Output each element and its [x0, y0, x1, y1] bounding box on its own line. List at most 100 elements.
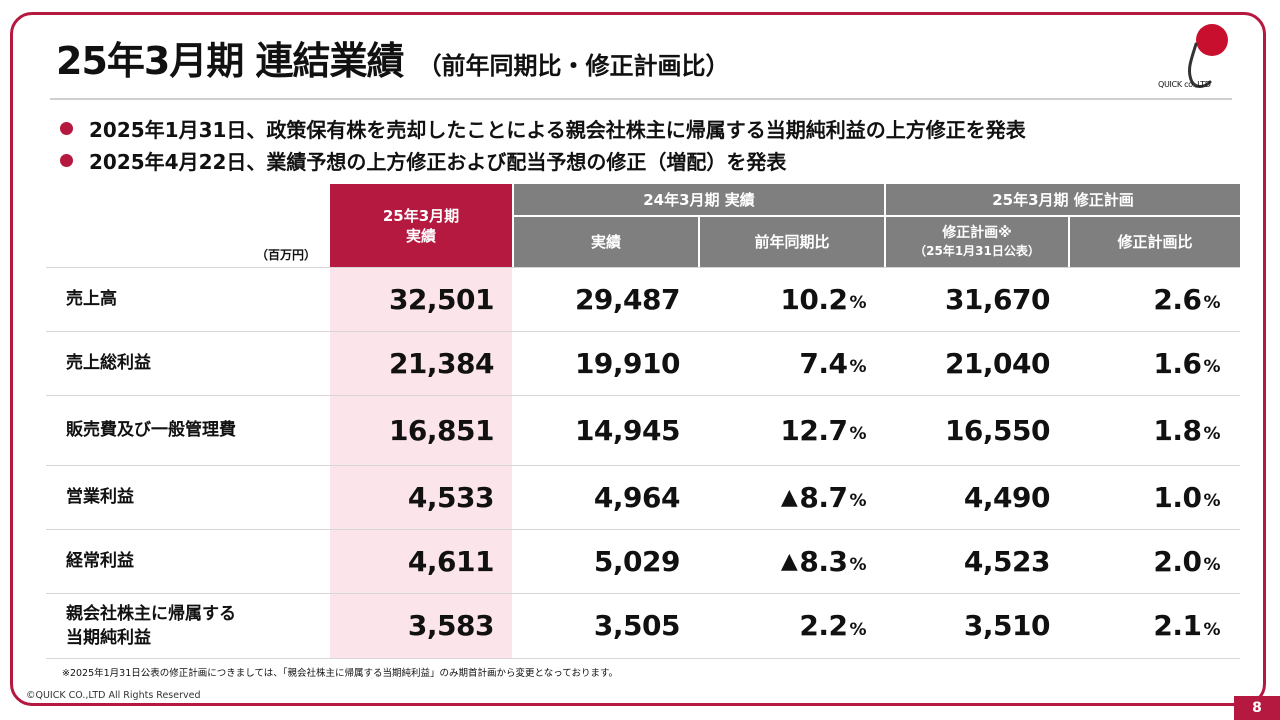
bullet-item: 2025年1月31日、政策保有株を売却したことによる親会社株主に帰属する当期純利… [60, 112, 1026, 144]
cell-plan: 21,040 [944, 346, 1051, 380]
row-label: 売上総利益 [66, 331, 151, 395]
cell-actual: 21,384 [388, 346, 495, 380]
cell-yoy: ▲ 8.3% [700, 529, 867, 593]
header-plan-line1: 修正計画※ [942, 225, 1012, 241]
cell-prev: 14,945 [574, 413, 681, 447]
title-main: 25年3月期 連結業績 [56, 39, 405, 83]
row-label-text: 親会社株主に帰属する [66, 603, 236, 624]
logo-text: QUICK co.,LTD [1158, 80, 1211, 89]
header-group-plan-label: 25年3月期 修正計画 [992, 190, 1134, 209]
row-label-text-line2: 当期純利益 [66, 627, 151, 648]
cell-plan: 4,490 [963, 480, 1051, 514]
row-label: 売上高 [66, 267, 117, 331]
company-logo [1188, 24, 1228, 88]
row-label-text: 販売費及び一般管理費 [66, 420, 236, 440]
percent-unit: % [1203, 424, 1220, 444]
cell-prev: 29,487 [574, 282, 681, 316]
bullet-dot-icon [60, 121, 73, 135]
row-divider [46, 267, 1240, 268]
cell-ratio: 2.1% [1070, 593, 1220, 658]
results-table: （百万円） 25年3月期 実績 24年3月期 実績 25年3月期 修正計画 実績… [46, 184, 1240, 659]
header-group-prev-label: 24年3月期 実績 [643, 190, 755, 209]
cell-yoy-value: 10.2 [780, 282, 848, 316]
percent-unit: % [1203, 555, 1220, 575]
cell-actual: 3,583 [407, 609, 495, 642]
cell-yoy-value: 2.2 [799, 609, 848, 642]
row-label-text: 売上総利益 [66, 353, 151, 373]
row-label: 親会社株主に帰属する 当期純利益 [66, 593, 236, 658]
cell-ratio-value: 2.0 [1153, 544, 1202, 578]
cell-yoy: ▲ 8.7% [700, 465, 867, 529]
header-prev-yoy-label: 前年同期比 [754, 233, 830, 251]
slide-frame [10, 12, 1266, 706]
header-actual-line2: 実績 [405, 226, 436, 245]
percent-unit: % [849, 555, 866, 575]
unit-label: （百万円） [256, 248, 317, 262]
cell-yoy: 12.7% [700, 395, 866, 465]
cell-ratio-value: 1.0 [1153, 480, 1202, 514]
percent-unit: % [1203, 293, 1220, 313]
page-title: 25年3月期 連結業績 （前年同期比・修正計画比） [56, 30, 730, 86]
header-prev-actual-label: 実績 [590, 233, 621, 251]
header-prev-yoy: 前年同期比 [700, 217, 884, 267]
percent-unit: % [849, 619, 866, 640]
bullet-dot-icon [60, 153, 73, 167]
percent-unit: % [1203, 491, 1220, 511]
percent-unit: % [849, 424, 866, 444]
row-divider [46, 529, 1240, 530]
cell-plan: 3,510 [963, 609, 1051, 642]
cell-prev: 19,910 [574, 346, 681, 380]
cell-yoy-value: 12.7 [780, 413, 848, 447]
percent-unit: % [849, 491, 866, 511]
row-label-text: 経常利益 [66, 551, 134, 571]
cell-actual: 16,851 [388, 413, 495, 447]
cell-ratio-value: 1.6 [1153, 346, 1202, 380]
bullet-item: 2025年4月22日、業績予想の上方修正および配当予想の修正（増配）を発表 [60, 144, 1026, 176]
percent-unit: % [849, 293, 866, 313]
cell-plan: 16,550 [944, 413, 1051, 447]
cell-ratio: 2.0% [1070, 529, 1220, 593]
title-divider [50, 98, 1232, 100]
header-prev-actual: 実績 [514, 217, 698, 267]
row-divider [46, 593, 1240, 594]
cell-yoy-value: 7.4 [799, 346, 848, 380]
row-divider [46, 331, 1240, 332]
cell-yoy: 2.2% [700, 593, 866, 658]
cell-prev: 4,964 [593, 480, 681, 514]
cell-ratio-value: 2.6 [1153, 282, 1202, 316]
decrease-triangle-icon: ▲ [780, 484, 798, 510]
cell-yoy-value: 8.3 [799, 544, 848, 578]
cell-prev: 5,029 [593, 544, 681, 578]
bullet-list: 2025年1月31日、政策保有株を売却したことによる親会社株主に帰属する当期純利… [60, 112, 1026, 176]
cell-ratio: 2.6% [1070, 267, 1220, 331]
cell-ratio: 1.0% [1070, 465, 1220, 529]
cell-actual: 4,611 [407, 544, 495, 578]
row-divider [46, 465, 1240, 466]
cell-actual: 4,533 [407, 480, 495, 514]
cell-yoy-value: 8.7 [799, 480, 848, 514]
bullet-text: 2025年4月22日、業績予想の上方修正および配当予想の修正（増配）を発表 [89, 149, 787, 174]
percent-unit: % [1203, 357, 1220, 377]
decrease-triangle-icon: ▲ [780, 548, 798, 574]
cell-actual: 32,501 [388, 282, 495, 316]
header-actual-25: 25年3月期 実績 [330, 184, 512, 267]
cell-ratio-value: 2.1 [1153, 609, 1202, 642]
cell-ratio-value: 1.8 [1153, 413, 1202, 447]
header-group-prev: 24年3月期 実績 [514, 184, 884, 215]
cell-ratio: 1.6% [1070, 331, 1220, 395]
title-sub: （前年同期比・修正計画比） [417, 52, 730, 80]
cell-yoy: 10.2% [700, 267, 866, 331]
row-label: 販売費及び一般管理費 [66, 395, 236, 465]
header-group-plan: 25年3月期 修正計画 [886, 184, 1240, 215]
cell-plan: 4,523 [963, 544, 1051, 578]
cell-ratio: 1.8% [1070, 395, 1220, 465]
row-label: 営業利益 [66, 465, 134, 529]
percent-unit: % [1203, 619, 1220, 640]
cell-plan: 31,670 [944, 282, 1051, 316]
header-plan-ratio: 修正計画比 [1070, 217, 1240, 267]
row-label: 経常利益 [66, 529, 134, 593]
page-number: 8 [1234, 696, 1280, 720]
row-label-text: 営業利益 [66, 487, 134, 507]
cell-prev: 3,505 [593, 609, 681, 642]
header-plan: 修正計画※ （25年1月31日公表） [886, 217, 1068, 267]
